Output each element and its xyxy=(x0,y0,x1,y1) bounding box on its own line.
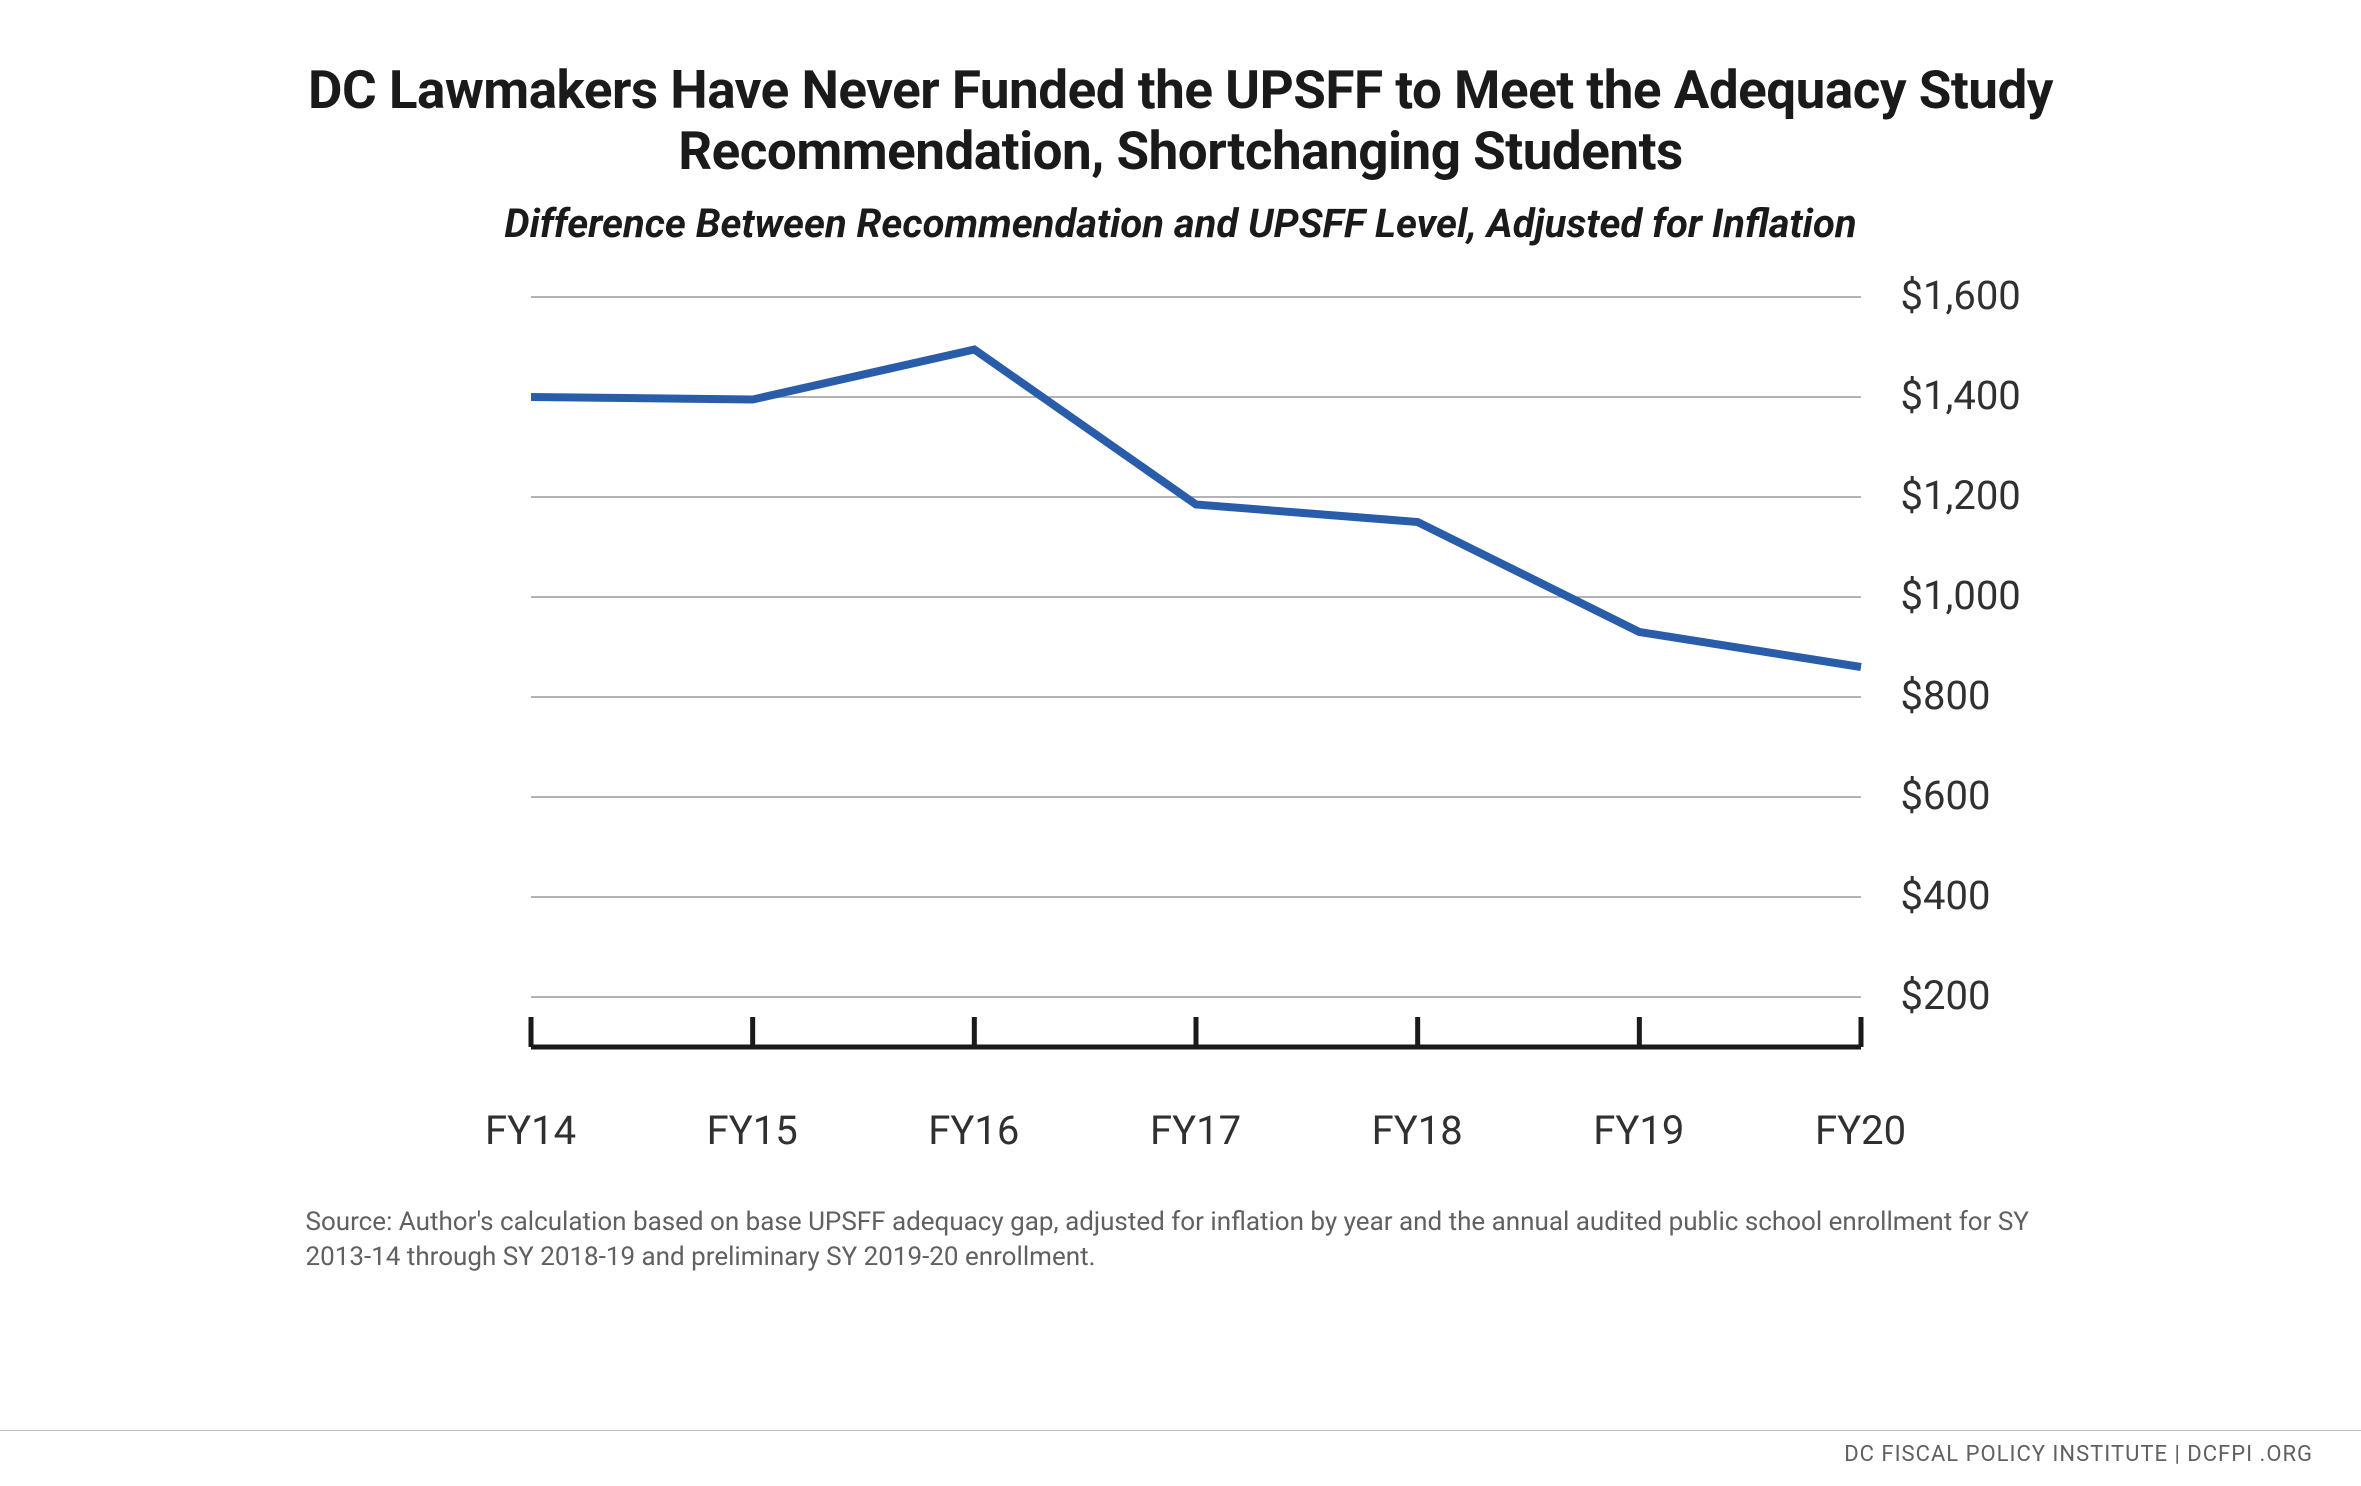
x-axis-label: FY17 xyxy=(1150,1107,1241,1154)
y-axis-label: $800 xyxy=(1901,672,1991,719)
y-axis-label: $400 xyxy=(1901,872,1991,919)
page-root: DC Lawmakers Have Never Funded the UPSFF… xyxy=(0,0,2361,1486)
x-axis-label: FY15 xyxy=(707,1107,798,1154)
chart-area: $200$400$600$800$1,000$1,200$1,400$1,600… xyxy=(141,277,2221,1167)
chart-title: DC Lawmakers Have Never Funded the UPSFF… xyxy=(181,60,2181,182)
footer-attribution: DC FISCAL POLICY INSTITUTE | DCFPI .ORG xyxy=(1844,1442,2313,1467)
y-axis-label: $1,200 xyxy=(1901,472,2021,519)
x-axis-label: FY18 xyxy=(1372,1107,1463,1154)
x-axis-label: FY20 xyxy=(1815,1107,1906,1154)
x-axis-label: FY14 xyxy=(485,1107,576,1154)
x-axis-label: FY19 xyxy=(1593,1107,1684,1154)
chart-subtitle: Difference Between Recommendation and UP… xyxy=(100,200,2261,247)
y-axis-label: $1,600 xyxy=(1901,272,2021,319)
x-axis-label: FY16 xyxy=(928,1107,1019,1154)
footer-divider xyxy=(0,1430,2361,1431)
y-axis-label: $600 xyxy=(1901,772,1991,819)
y-axis-label: $1,400 xyxy=(1901,372,2021,419)
y-axis-label: $1,000 xyxy=(1901,572,2021,619)
source-note: Source: Author's calculation based on ba… xyxy=(306,1205,2056,1275)
y-axis-label: $200 xyxy=(1901,972,1991,1019)
